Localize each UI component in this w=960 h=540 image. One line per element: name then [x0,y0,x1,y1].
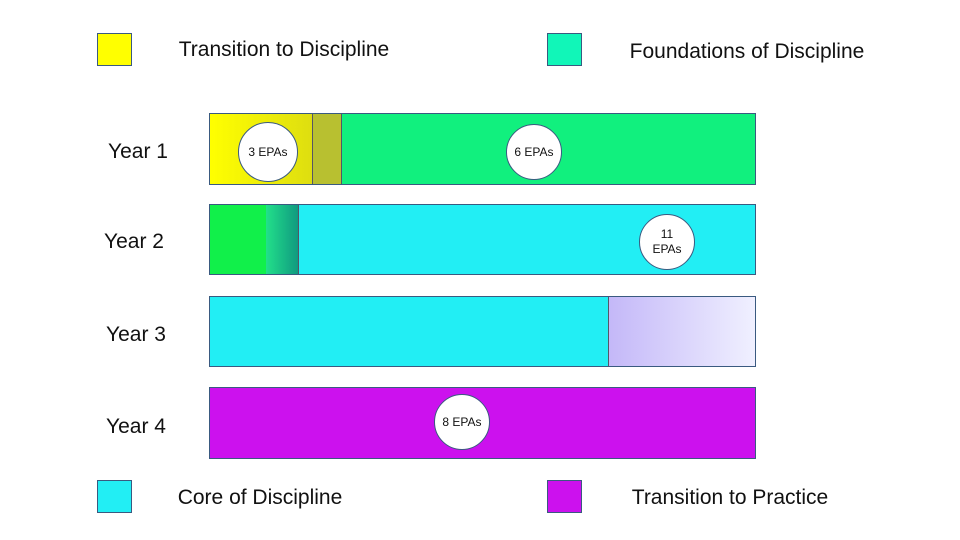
row-label: Year 2 [104,230,164,253]
epa-badge: 8 EPAs [434,394,490,450]
legend-swatch [97,480,132,513]
segment [608,297,755,366]
legend-label: Transition to Practice [631,486,829,509]
row-label: Year 3 [106,323,166,346]
epa-badge: 3 EPAs [238,122,298,182]
legend-label: Core of Discipline [177,486,343,509]
segment [312,114,342,184]
epa-badge: 6 EPAs [506,124,562,180]
epa-badge: 11 EPAs [639,214,695,270]
legend-swatch [547,33,582,66]
year-bar [209,296,756,367]
legend-label: Foundations of Discipline [629,40,865,63]
segment [266,205,299,274]
legend-swatch [547,480,582,513]
row-label: Year 1 [108,140,168,163]
segment [210,205,267,274]
row-label: Year 4 [106,415,166,438]
legend-swatch [97,33,132,66]
legend-label: Transition to Discipline [178,38,390,61]
